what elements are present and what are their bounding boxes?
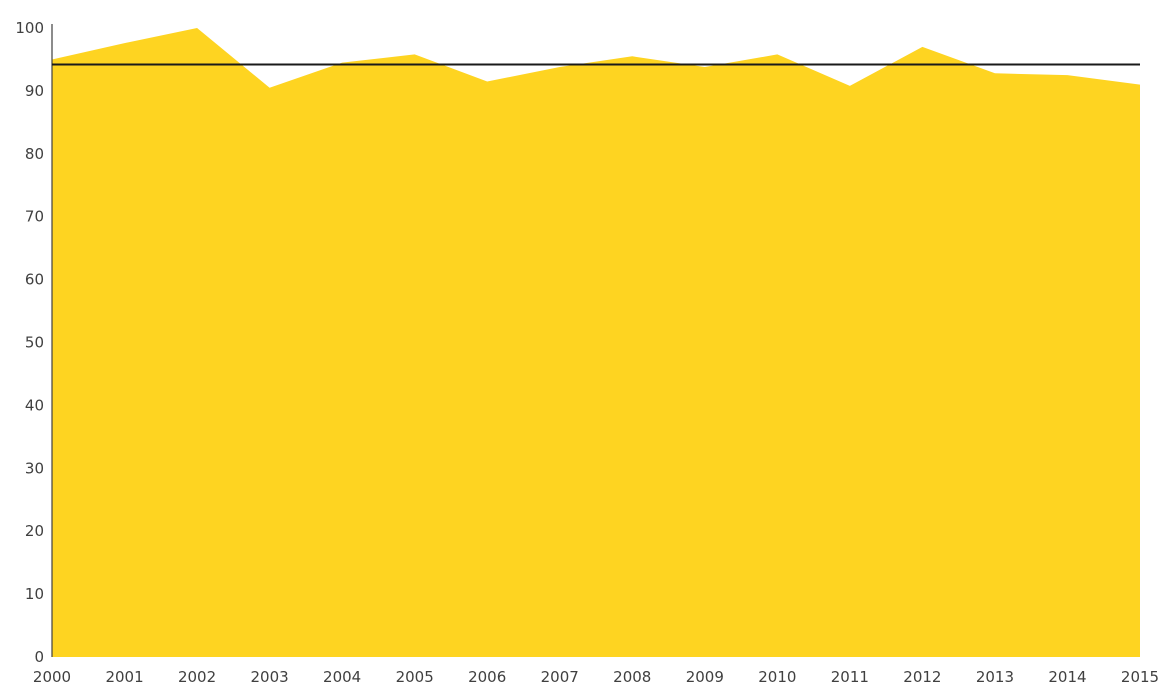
y-tick-label-60: 60 [25, 271, 44, 289]
x-tick-label-2009: 2009 [686, 668, 724, 685]
x-tick-label-2006: 2006 [468, 668, 506, 685]
y-tick-label-80: 80 [25, 145, 44, 163]
y-tick-label-70: 70 [25, 208, 44, 226]
x-tick-label-2013: 2013 [976, 668, 1014, 685]
x-tick-label-2007: 2007 [541, 668, 579, 685]
y-tick-label-100: 100 [15, 19, 44, 37]
x-tick-label-2015: 2015 [1121, 668, 1159, 685]
y-tick-label-20: 20 [25, 522, 44, 540]
y-tick-label-90: 90 [25, 82, 44, 100]
x-tick-label-2014: 2014 [1048, 668, 1086, 685]
x-tick-label-2008: 2008 [613, 668, 651, 685]
x-tick-label-2005: 2005 [396, 668, 434, 685]
x-tick-label-2003: 2003 [251, 668, 289, 685]
y-tick-labels: 0 10 20 30 40 50 60 70 80 90 100 [15, 19, 44, 666]
y-tick-label-0: 0 [34, 648, 44, 666]
x-tick-label-2011: 2011 [831, 668, 869, 685]
y-tick-label-40: 40 [25, 396, 44, 414]
y-tick-label-50: 50 [25, 334, 44, 352]
x-tick-label-2010: 2010 [758, 668, 796, 685]
y-tick-label-30: 30 [25, 459, 44, 477]
area-series-0 [52, 28, 1140, 657]
area-layer [52, 28, 1140, 657]
x-tick-label-2002: 2002 [178, 668, 216, 685]
x-tick-label-2001: 2001 [105, 668, 143, 685]
x-tick-label-2012: 2012 [903, 668, 941, 685]
x-tick-label-2004: 2004 [323, 668, 361, 685]
x-tick-labels: 2000 2001 2002 2003 2004 2005 2006 2007 2008 2009… [33, 668, 1159, 685]
x-tick-label-2000: 2000 [33, 668, 71, 685]
y-tick-label-10: 10 [25, 585, 44, 603]
